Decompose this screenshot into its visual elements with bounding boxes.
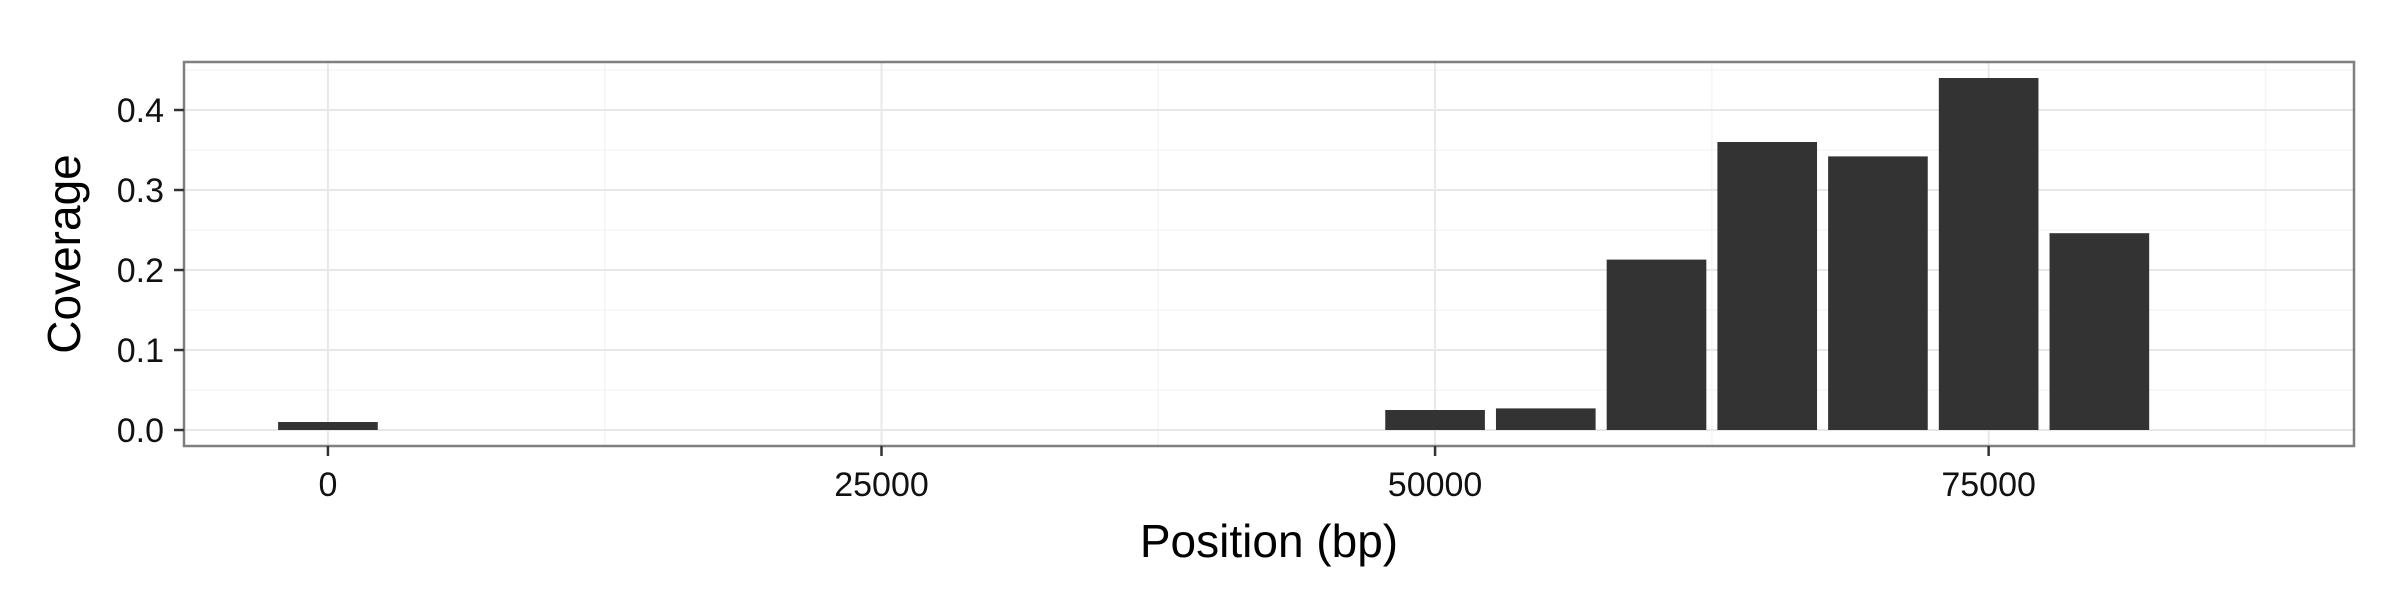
coverage-bar	[278, 422, 378, 430]
y-tick-label: 0.2	[117, 252, 164, 290]
y-tick-label: 0.4	[117, 92, 164, 130]
coverage-bar	[1938, 78, 2039, 430]
axis-layer: 0 25000 50000 75000 0.0 0.1 0.2 0.3 0.4	[117, 92, 2036, 504]
x-tick-label: 50000	[1388, 466, 1483, 504]
coverage-bar	[1828, 156, 1928, 430]
coverage-bar	[1606, 259, 1707, 430]
coverage-bar	[1717, 142, 1818, 430]
y-tick-label: 0.0	[117, 412, 164, 450]
bar-layer	[278, 78, 2150, 430]
x-tick-label: 75000	[1941, 466, 2036, 504]
coverage-bar	[2049, 233, 2150, 430]
coverage-bar	[1495, 408, 1596, 430]
panel-border	[182, 60, 2356, 448]
x-axis-title: Position (bp)	[1140, 515, 1398, 567]
x-tick-label: 25000	[834, 466, 929, 504]
y-tick-label: 0.3	[117, 172, 164, 210]
y-tick-label: 0.1	[117, 332, 164, 370]
coverage-bar	[1385, 410, 1485, 430]
y-axis-title: Coverage	[38, 154, 90, 353]
x-tick-label: 0	[318, 466, 337, 504]
